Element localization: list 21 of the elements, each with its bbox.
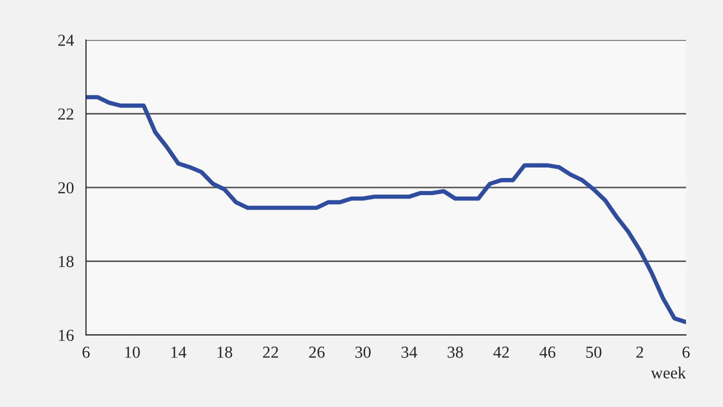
- x-axis-title: week: [650, 366, 686, 379]
- x-tick-label: 26: [309, 346, 325, 358]
- x-tick-label: 50: [586, 346, 602, 358]
- x-tick-label: 6: [682, 346, 690, 358]
- x-tick-label: 10: [125, 346, 140, 358]
- x-tick-label: 22: [263, 346, 278, 358]
- x-tick-label: 46: [540, 346, 556, 358]
- line-series: [86, 95, 686, 324]
- y-tick-label: 20: [58, 182, 74, 194]
- x-tick-label: 2: [636, 346, 644, 358]
- x-tick-label: 42: [493, 346, 509, 358]
- y-tick-label: 18: [58, 256, 74, 268]
- x-tick-label: 14: [171, 346, 186, 358]
- x-tick-label: 6: [82, 346, 90, 358]
- y-tick-label: 24: [58, 34, 74, 46]
- y-tick-label: 16: [58, 330, 74, 341]
- x-tick-label: 34: [402, 346, 418, 358]
- x-tick-label: 18: [218, 346, 232, 358]
- y-tick-label: 22: [58, 108, 74, 120]
- x-tick-label: 30: [355, 346, 371, 358]
- x-tick-label: 38: [448, 346, 463, 358]
